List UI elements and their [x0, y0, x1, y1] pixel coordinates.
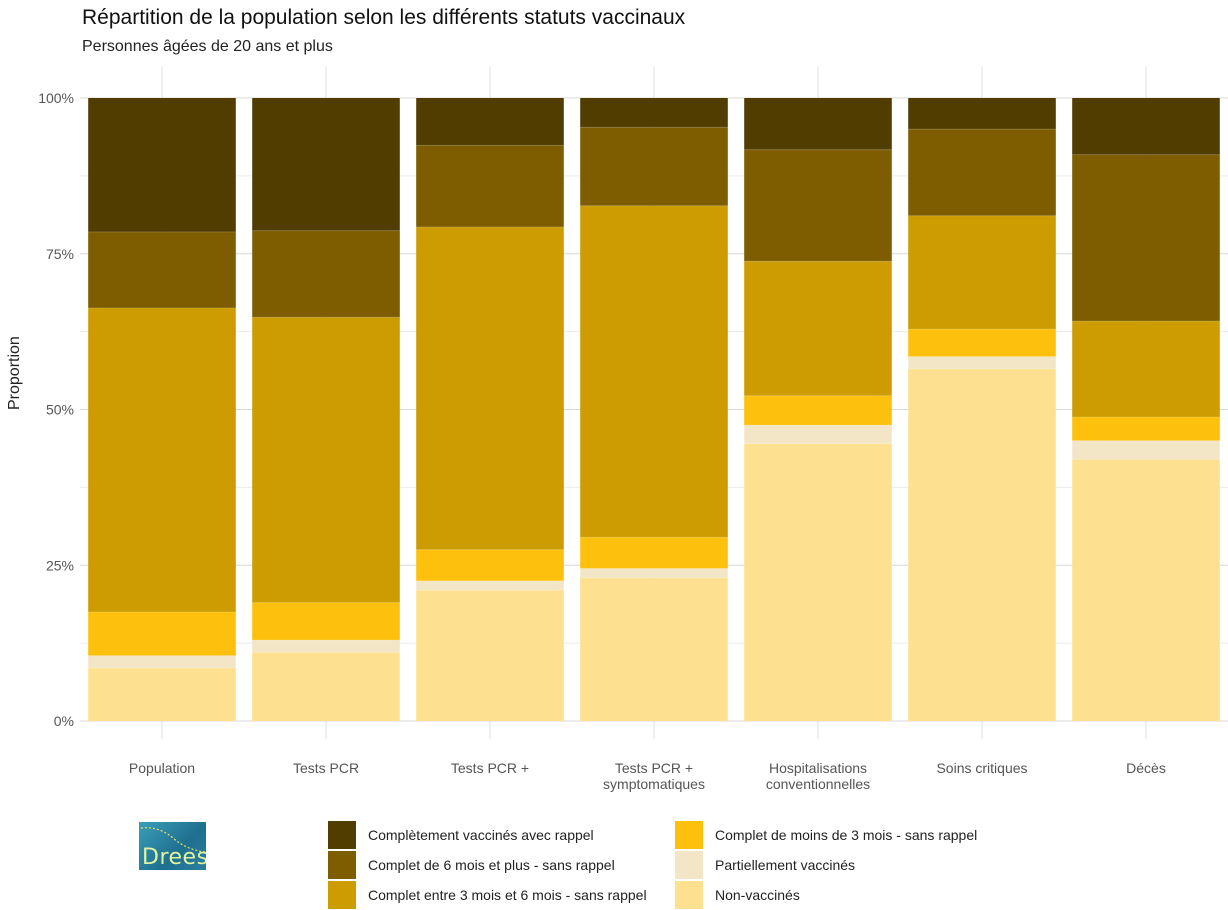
bar-segment	[1072, 416, 1220, 441]
bar-segment	[908, 356, 1056, 370]
bar-segment	[416, 580, 564, 591]
bar-segment	[744, 261, 892, 396]
bar-segment	[88, 668, 236, 721]
bar-segment	[744, 395, 892, 426]
bar-segment	[252, 652, 400, 721]
x-tick-label: Décès	[1126, 760, 1166, 776]
legend-label: Non-vaccinés	[715, 887, 800, 903]
y-tick-label: 75%	[46, 246, 74, 262]
bar-segment	[88, 231, 236, 308]
bar-segment	[88, 655, 236, 669]
bar-segment	[416, 226, 564, 550]
x-tick-label: Tests PCR +	[451, 760, 529, 776]
chart-subtitle: Personnes âgées de 20 ans et plus	[82, 38, 333, 55]
y-tick-label: 100%	[38, 90, 74, 106]
legend-item: Partiellement vaccinés	[675, 850, 855, 880]
bar-segment	[252, 230, 400, 318]
y-tick-label: 0%	[54, 713, 74, 729]
bar-segment	[580, 537, 728, 569]
legend-item: Complètement vaccinés avec rappel	[328, 820, 594, 850]
bar-segment	[744, 98, 892, 150]
bar-segment	[580, 98, 728, 128]
y-tick-label: 25%	[46, 557, 74, 573]
bar-segment	[1072, 440, 1220, 460]
bar-segment	[1072, 459, 1220, 721]
bar-segment	[580, 577, 728, 721]
bar-segment	[744, 443, 892, 721]
legend-swatch	[675, 851, 703, 879]
bar-segment	[252, 602, 400, 641]
chart-title: Répartition de la population selon les d…	[82, 6, 686, 29]
bar-segment	[908, 215, 1056, 330]
legend-swatch	[675, 821, 703, 849]
x-tick-label: Population	[129, 760, 195, 776]
bar-segment	[252, 98, 400, 231]
legend-item: Complet de 6 mois et plus - sans rappel	[328, 850, 615, 880]
bar-segment	[416, 549, 564, 581]
x-tick-label: Tests PCR	[293, 760, 359, 776]
x-tick-label: Tests PCR + symptomatiques	[603, 760, 705, 792]
legend-item: Complet entre 3 mois et 6 mois - sans ra…	[328, 880, 647, 910]
bar-segment	[416, 590, 564, 721]
bar-segment	[744, 425, 892, 444]
drees-logo: Drees	[139, 822, 206, 870]
legend-label: Complet de moins de 3 mois - sans rappel	[715, 827, 978, 843]
bar-segment	[252, 317, 400, 603]
legend-label: Partiellement vaccinés	[715, 857, 856, 873]
legend-swatch	[328, 851, 356, 879]
bar-segment	[580, 127, 728, 206]
y-tick-label: 50%	[46, 402, 74, 418]
bar-segment	[744, 149, 892, 262]
bar-segment	[252, 640, 400, 653]
legend-label: Complet entre 3 mois et 6 mois - sans ra…	[368, 887, 647, 903]
legend-label: Complètement vaccinés avec rappel	[368, 827, 594, 843]
bar-segment	[416, 145, 564, 227]
bar-segment	[88, 98, 236, 232]
x-tick-label: Soins critiques	[936, 760, 1027, 776]
bar-segment	[908, 369, 1056, 721]
bar-segment	[908, 129, 1056, 216]
legend-swatch	[328, 881, 356, 909]
bar-segment	[1072, 98, 1220, 155]
stacked-bar-chart: 0% 25% 50% 75% 100% Population Tests PCR Tests …	[38, 66, 1228, 792]
x-tick-label: Hospitalisations conventionnelles	[766, 760, 870, 792]
bar-segment	[908, 329, 1056, 357]
bar-segment	[88, 611, 236, 656]
legend-label: Complet de 6 mois et plus - sans rappel	[368, 857, 615, 873]
bar-segment	[416, 98, 564, 146]
bar-segment	[1072, 321, 1220, 417]
bar-segment	[580, 205, 728, 538]
bar-segment	[908, 98, 1056, 130]
logo-text: Drees	[142, 845, 206, 870]
bar-segment	[1072, 154, 1220, 322]
legend-item: Complet de moins de 3 mois - sans rappel	[675, 820, 977, 850]
legend-swatch	[675, 881, 703, 909]
bar-segment	[88, 307, 236, 612]
legend-swatch	[328, 821, 356, 849]
bar-segment	[580, 568, 728, 578]
legend-item: Non-vaccinés	[675, 880, 800, 910]
